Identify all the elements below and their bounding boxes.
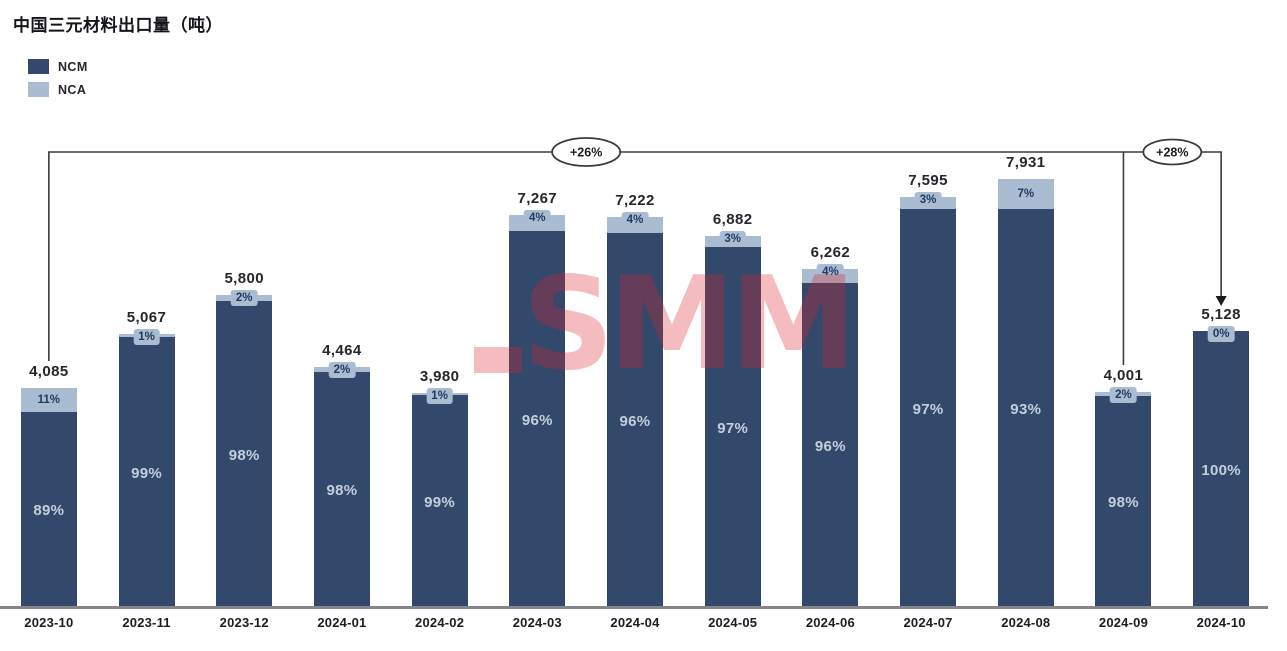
x-axis-tick-label: 2024-08 (1001, 615, 1051, 630)
ncm-percent-label: 93% (1010, 400, 1042, 418)
total-value-label: 4,085 (29, 363, 69, 380)
x-axis-tick-label: 2024-02 (415, 615, 465, 630)
bar-column-2023-11: 5,067 2023-11 99% 1% (98, 0, 196, 630)
nca-percent-label: 11% (32, 392, 66, 409)
x-axis-tick-label: 2024-09 (1098, 615, 1148, 630)
x-axis-tick-label: 2024-07 (903, 615, 953, 630)
total-value-label: 5,800 (224, 270, 264, 287)
ncm-percent-label: 98% (1107, 494, 1139, 511)
bar-column-2024-02: 3,980 2024-02 99% 1% (391, 0, 489, 630)
ncm-segment: 96% 4% (802, 264, 859, 609)
ncm-segment: 99% 1% (118, 329, 175, 609)
total-value-label: 3,980 (419, 368, 460, 385)
nca-percent-label: 2% (230, 290, 258, 307)
legend: NCM NCA (28, 59, 88, 105)
ncm-percent-label: 96% (521, 411, 553, 429)
bar-column-2024-06: 6,262 2024-06 96% 4% (782, 0, 880, 630)
ncm-segment: 97% 3% (900, 192, 957, 609)
x-axis-tick-label: 2024-03 (512, 615, 562, 630)
ncm-percent-label: 96% (814, 437, 846, 455)
ncm-percent-label: 97% (717, 419, 749, 437)
x-axis-tick-label: 2023-10 (24, 615, 74, 630)
total-value-label: 4,001 (1103, 367, 1144, 384)
legend-swatch-nca (28, 82, 49, 97)
bar-column-2024-05: 6,882 2024-05 97% 3% (684, 0, 782, 630)
nca-percent-label: 1% (133, 329, 160, 346)
x-axis-tick-label: 2023-11 (122, 615, 171, 630)
x-axis-tick-label: 2024-01 (317, 615, 367, 630)
nca-percent-label: 2% (1110, 387, 1137, 404)
x-axis-tick-label: 2024-05 (708, 615, 758, 630)
ncm-percent-label: 96% (619, 412, 651, 430)
legend-swatch-ncm (28, 59, 49, 74)
total-value-label: 7,931 (1005, 154, 1046, 171)
ncm-percent-label: 99% (424, 493, 456, 511)
legend-label-ncm: NCM (58, 59, 88, 74)
nca-percent-label: 3% (914, 192, 942, 209)
ncm-segment: 93% 7% (997, 179, 1054, 609)
ncm-segment: 96% 4% (606, 212, 663, 609)
nca-percent-label: 4% (817, 264, 844, 281)
nca-percent-label: 3% (719, 231, 746, 248)
ncm-percent-label: 99% (131, 464, 162, 482)
ncm-segment: 97% 3% (704, 231, 761, 609)
ncm-percent-label: 98% (326, 482, 358, 499)
bar-column-2024-08: 7,931 2024-08 93% 7% (977, 0, 1075, 630)
total-value-label: 5,067 (126, 309, 167, 326)
ncm-percent-label: 100% (1201, 461, 1241, 479)
bar-column-2023-12: 5,800 2023-12 98% 2% (195, 0, 293, 630)
total-value-label: 7,595 (908, 172, 948, 189)
legend-item-nca: NCA (28, 82, 88, 97)
x-axis-tick-label: 2023-12 (219, 615, 269, 630)
bar-column-2023-10: 4,085 2023-10 89% 11% (0, 0, 98, 630)
x-axis-line (0, 606, 1268, 609)
nca-percent-label: 2% (328, 362, 356, 379)
bar-column-2024-04: 7,222 2024-04 96% 4% (586, 0, 684, 630)
total-value-label: 7,222 (615, 192, 655, 209)
bar-column-2024-01: 4,464 2024-01 98% 2% (293, 0, 391, 630)
ncm-segment: 98% 2% (1095, 387, 1152, 609)
bar-column-2024-09: 4,001 2024-09 98% 2% (1075, 0, 1173, 630)
plot-area: 4,085 2023-10 89% 11% 5,067 2023-11 99% 1% 5,800… (0, 0, 1270, 630)
bar-column-2024-10: 5,128 2024-10 100% 0% (1172, 0, 1270, 630)
nca-percent-label: 7% (1012, 186, 1040, 203)
ncm-segment: 100% 0% (1193, 326, 1250, 609)
chart-title: 中国三元材料出口量（吨） (13, 16, 223, 35)
total-value-label: 6,262 (810, 244, 851, 261)
x-axis-tick-label: 2024-04 (610, 615, 660, 630)
bar-column-2024-03: 7,267 2024-03 96% 4% (488, 0, 586, 630)
ncm-segment: 98% 2% (216, 290, 273, 609)
ncm-percent-label: 89% (33, 502, 65, 519)
total-value-label: 5,128 (1201, 306, 1241, 323)
total-value-label: 6,882 (712, 211, 753, 228)
ncm-segment: 98% 2% (313, 362, 370, 609)
bar-column-2024-07: 7,595 2024-07 97% 3% (879, 0, 977, 630)
total-value-label: 4,464 (322, 342, 362, 359)
nca-percent-label: 1% (426, 388, 453, 405)
ncm-segment: 99% 1% (411, 388, 468, 609)
nca-percent-label: 4% (621, 212, 649, 229)
ncm-segment: 96% 4% (509, 210, 566, 609)
nca-percent-label: 0% (1207, 326, 1235, 343)
ncm-percent-label: 98% (228, 446, 260, 464)
x-axis-tick-label: 2024-06 (805, 615, 855, 630)
ncm-segment: 89% 11% (20, 388, 77, 609)
nca-percent-label: 4% (523, 210, 551, 227)
x-axis-tick-label: 2024-10 (1196, 615, 1246, 630)
legend-item-ncm: NCM (28, 59, 88, 74)
legend-label-nca: NCA (58, 82, 87, 97)
ncm-percent-label: 97% (912, 400, 944, 418)
